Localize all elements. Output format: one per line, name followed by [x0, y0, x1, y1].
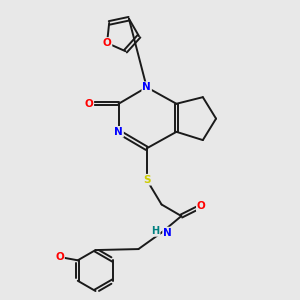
Text: H: H [152, 226, 160, 236]
Text: O: O [197, 201, 206, 211]
Text: O: O [85, 99, 93, 109]
Text: O: O [103, 38, 111, 48]
Text: N: N [163, 228, 172, 238]
Text: O: O [55, 252, 64, 262]
Text: N: N [142, 82, 151, 92]
Text: S: S [143, 175, 150, 185]
Text: N: N [114, 127, 123, 137]
